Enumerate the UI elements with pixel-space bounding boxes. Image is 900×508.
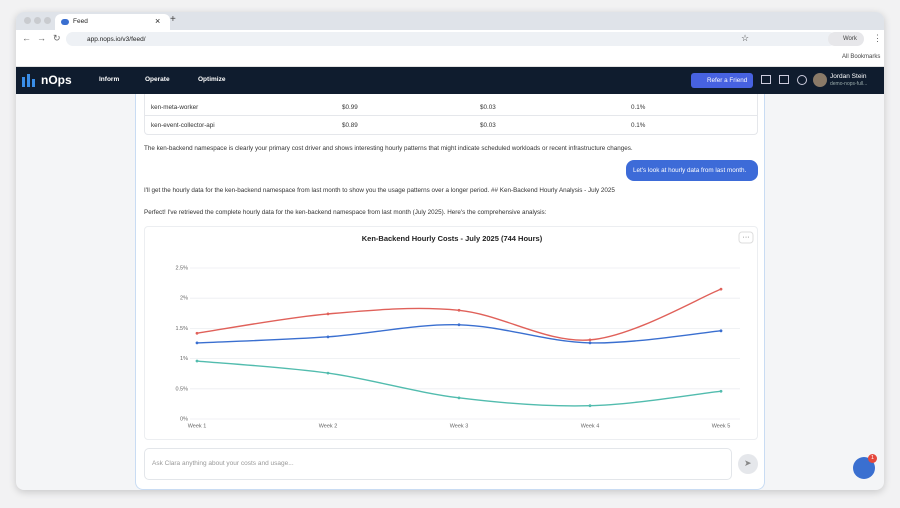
- bookmarks-bar: All Bookmarks: [16, 48, 884, 67]
- all-bookmarks[interactable]: All Bookmarks: [842, 54, 881, 60]
- data-point: [588, 338, 592, 342]
- data-point: [457, 396, 461, 400]
- user-message-text: Let's look at hourly data from last mont…: [633, 167, 747, 174]
- app-nav: nOps Inform Operate Optimize Refer a Fri…: [16, 67, 884, 94]
- tab-icon: [61, 19, 69, 25]
- y-tick-label: 2.5%: [175, 265, 188, 271]
- x-tick-label: Week 2: [319, 423, 338, 429]
- data-point: [719, 287, 723, 291]
- url: app.nops.io/v3/feed/: [87, 35, 146, 43]
- cell: 0.1%: [631, 122, 646, 129]
- data-point: [195, 359, 199, 363]
- refer-label: Refer a Friend: [707, 77, 748, 84]
- y-tick-label: 1.5%: [175, 326, 188, 332]
- table-row: ken-meta-worker $0.99 $0.03 0.1%: [145, 98, 757, 116]
- data-point: [326, 335, 330, 339]
- data-point: [719, 329, 723, 333]
- chart: Ken-Backend Hourly Costs - July 2025 (74…: [144, 226, 758, 440]
- minimize-window[interactable]: [34, 17, 41, 24]
- x-tick-label: Week 4: [581, 423, 600, 429]
- logo-icon: [22, 74, 35, 87]
- docs-icon[interactable]: [779, 75, 789, 84]
- data-point: [719, 389, 723, 393]
- cell: ken-event-collector-api: [151, 122, 215, 129]
- user-message: Let's look at hourly data from last mont…: [626, 160, 758, 181]
- data-point: [588, 341, 592, 345]
- toolbar: ← → ↻ app.nops.io/v3/feed/ ☆ Work ⋮: [16, 30, 884, 48]
- table-row: ken-event-collector-api $0.89 $0.03 0.1%: [145, 116, 757, 134]
- forward[interactable]: →: [37, 33, 46, 43]
- x-tick-label: Week 5: [712, 423, 731, 429]
- star[interactable]: ☆: [741, 33, 750, 43]
- series-line: [196, 288, 722, 341]
- data-point: [195, 331, 199, 335]
- announce-icon[interactable]: [761, 75, 771, 84]
- y-tick-label: 1%: [180, 356, 188, 362]
- cell: $0.89: [342, 122, 358, 129]
- user-name: Jordan Stein: [830, 73, 867, 80]
- y-tick-label: 2%: [180, 296, 188, 302]
- assistant-message: I'll get the hourly data for the ken-bac…: [144, 187, 615, 194]
- assistant-message: Perfect! I've retrieved the complete hou…: [144, 209, 547, 216]
- address-bar[interactable]: app.nops.io/v3/feed/ ☆: [66, 32, 836, 46]
- data-point: [588, 404, 592, 408]
- avatar[interactable]: [813, 73, 827, 87]
- new-tab[interactable]: +: [170, 14, 176, 25]
- table: ken-meta-worker $0.99 $0.03 0.1% ken-eve…: [144, 94, 758, 135]
- back[interactable]: ←: [22, 33, 31, 43]
- y-tick-label: 0.5%: [175, 386, 188, 392]
- settings-icon[interactable]: [797, 75, 807, 85]
- profile-name: Work: [843, 35, 857, 42]
- x-tick-label: Week 1: [188, 423, 207, 429]
- chat-input[interactable]: Ask Clara anything about your costs and …: [144, 448, 732, 480]
- menu[interactable]: ⋮: [873, 33, 882, 43]
- tab[interactable]: Feed ×: [55, 14, 170, 30]
- profile[interactable]: Work: [828, 32, 864, 46]
- y-tick-label: 0%: [180, 416, 188, 422]
- cell: $0.03: [480, 104, 496, 111]
- data-point: [457, 323, 461, 327]
- nav-item[interactable]: Inform: [99, 76, 120, 83]
- maximize-window[interactable]: [44, 17, 51, 24]
- data-point: [326, 312, 330, 316]
- cell: ken-meta-worker: [151, 104, 199, 111]
- x-tick-label: Week 3: [450, 423, 469, 429]
- assistant-message: The ken-backend namespace is clearly you…: [144, 145, 633, 152]
- cell: $0.99: [342, 104, 358, 111]
- reload[interactable]: ↻: [53, 33, 61, 43]
- series-line: [196, 324, 722, 344]
- badge: 1: [868, 454, 877, 463]
- refer-button[interactable]: Refer a Friend: [691, 73, 753, 88]
- data-point: [326, 371, 330, 375]
- close-window[interactable]: [24, 17, 31, 24]
- cell: $0.03: [480, 122, 496, 129]
- tab-close[interactable]: ×: [155, 16, 161, 26]
- logo[interactable]: nOps: [41, 73, 72, 87]
- tab-title: Feed: [73, 18, 88, 25]
- chart-menu[interactable]: [738, 231, 754, 244]
- data-point: [457, 308, 461, 312]
- send-icon: ➤: [744, 458, 752, 468]
- user-org: demo-nops-full...: [830, 81, 868, 87]
- chat-panel: ken-meta-worker $0.99 $0.03 0.1% ken-eve…: [135, 94, 765, 490]
- tab-strip: Feed × +: [16, 12, 884, 30]
- nav-item[interactable]: Operate: [145, 76, 170, 83]
- chart-title: Ken-Backend Hourly Costs - July 2025 (74…: [362, 234, 543, 243]
- input-placeholder: Ask Clara anything about your costs and …: [152, 460, 294, 467]
- cell: 0.1%: [631, 104, 646, 111]
- chart-menu-dots: ···: [743, 234, 750, 241]
- data-point: [195, 341, 199, 345]
- nav-item[interactable]: Optimize: [198, 76, 226, 83]
- browser-window: Feed × + ← → ↻ app.nops.io/v3/feed/ ☆ Wo…: [16, 12, 884, 490]
- support-chat[interactable]: 1: [853, 454, 877, 479]
- send-button[interactable]: ➤: [738, 454, 758, 474]
